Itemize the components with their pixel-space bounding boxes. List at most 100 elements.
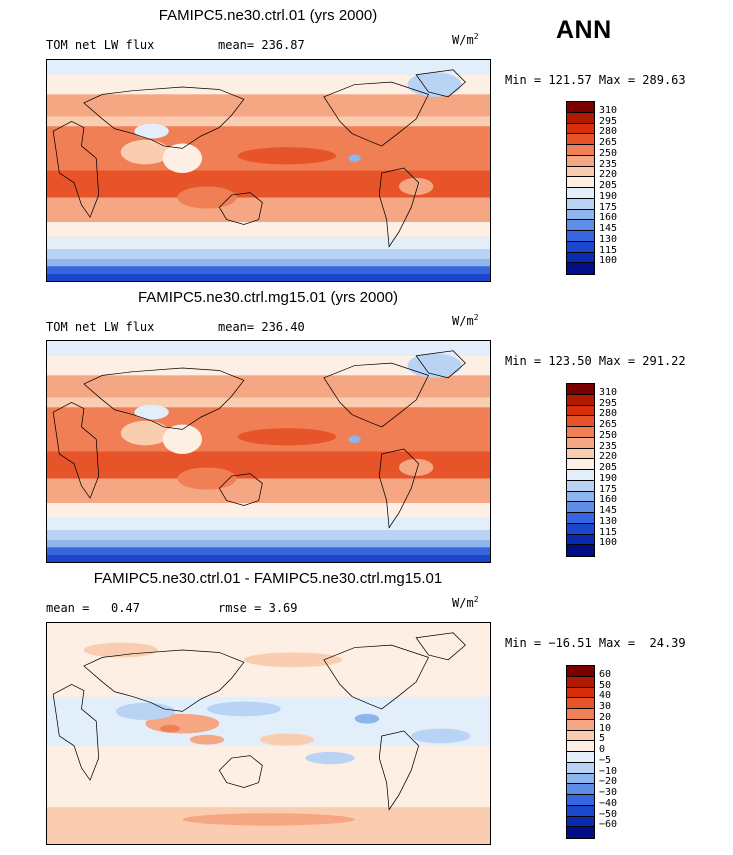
panel-2-colorbar-ticks: 310 295 280 265 250 235 220 205 190 175 160 145 130 1… [599,383,639,555]
panel-2-colorbar [566,383,595,557]
panel-3-mean: mean = 0.47 [46,601,140,615]
colorbar-swatch [567,730,594,742]
panel-3-stat-label: rmse = [218,601,262,615]
colorbar-tick-label: 30 [599,701,612,712]
colorbar-swatch [567,252,594,264]
colorbar-swatch [567,470,594,481]
panel-1-map-svg [47,60,490,281]
colorbar-swatch [567,241,594,253]
colorbar-swatch [567,741,594,752]
colorbar-swatch [567,188,594,199]
colorbar-swatch [567,491,594,503]
panel-3-map-svg [47,623,490,844]
colorbar-swatch [567,816,594,828]
panel-1-title: FAMIPC5.ne30.ctrl.01 (yrs 2000) [158,7,378,24]
colorbar-swatch [567,545,594,556]
colorbar-swatch [567,698,594,709]
colorbar-tick-label: 40 [599,690,612,702]
colorbar-tick-label: 205 [599,462,618,473]
panel-1-stat-label: mean= [218,38,255,52]
panel-1-map [46,59,491,282]
panel-1-stat: mean= 236.87 [218,38,305,52]
colorbar-swatch [567,666,594,677]
colorbar-tick-label: 175 [599,201,618,213]
panel-3-stat-value: 3.69 [268,601,298,615]
panel-3-minmax: Min = −16.51 Max = 24.39 [505,636,686,650]
colorbar-tick-label: −60 [599,819,618,831]
colorbar-swatch [567,827,594,838]
colorbar-tick-label: 60 [599,668,612,680]
colorbar-tick-label: 100 [599,255,618,267]
colorbar-swatch [567,773,594,785]
colorbar-swatch [567,534,594,546]
colorbar-swatch [567,102,594,113]
colorbar-swatch [567,784,594,795]
colorbar-swatch [567,513,594,524]
colorbar-swatch [567,394,594,406]
colorbar-swatch [567,405,594,417]
colorbar-swatch [567,220,594,231]
colorbar-tick-label: 250 [599,429,618,441]
panel-2-title: FAMIPC5.ne30.ctrl.mg15.01 (yrs 2000) [137,289,399,306]
panel-2-map [46,340,491,563]
colorbar-swatch [567,676,594,688]
colorbar-tick-label: 175 [599,483,618,495]
colorbar-swatch [567,112,594,124]
panel-3-units: W/m2 [452,595,479,610]
colorbar-tick-label: 130 [599,233,618,245]
panel-2-units: W/m2 [452,313,479,328]
panel-3-colorbar-ticks: 60 50 40 30 20 10 5 0 −5 −10 −20 −30 −40 −50 −60 [599,665,639,837]
panel-1-colorbar [566,101,595,275]
colorbar-tick-label: 265 [599,419,618,430]
colorbar-tick-label: 115 [599,244,618,256]
colorbar-tick-label: 295 [599,115,618,127]
colorbar-swatch [567,523,594,535]
panel-2-stat-value: 236.40 [261,320,305,334]
colorbar-swatch [567,687,594,699]
colorbar-swatch [567,719,594,731]
colorbar-tick-label: 265 [599,137,618,148]
panel-1-minmax: Min = 121.57 Max = 289.63 [505,73,686,87]
panel-3-title: FAMIPC5.ne30.ctrl.01 - FAMIPC5.ne30.ctrl… [93,570,443,587]
colorbar-tick-label: 280 [599,126,618,138]
colorbar-tick-label: 130 [599,515,618,527]
colorbar-swatch [567,416,594,427]
colorbar-swatch [567,123,594,135]
colorbar-tick-label: −50 [599,808,618,820]
colorbar-tick-label: 145 [599,223,618,234]
colorbar-swatch [567,805,594,817]
colorbar-swatch [567,263,594,274]
colorbar-swatch [567,209,594,221]
colorbar-tick-label: 5 [599,733,606,745]
colorbar-tick-label: 310 [599,386,618,398]
colorbar-tick-label: −10 [599,765,618,777]
colorbar-tick-label: 160 [599,212,618,224]
colorbar-swatch [567,231,594,242]
colorbar-tick-label: 100 [599,537,618,549]
colorbar-tick-label: −5 [599,754,612,766]
panel-2-field-label: TOM net LW flux [46,320,155,334]
colorbar-swatch [567,145,594,156]
colorbar-tick-label: −40 [599,797,618,809]
colorbar-tick-label: 115 [599,526,618,538]
colorbar-swatch [567,502,594,513]
panel-1-stat-value: 236.87 [261,38,305,52]
colorbar-swatch [567,384,594,395]
colorbar-tick-label: 160 [599,494,618,506]
colorbar-swatch [567,459,594,470]
colorbar-tick-label: 235 [599,440,618,452]
colorbar-swatch [567,480,594,492]
panel-3-map [46,622,491,845]
panel-2-minmax: Min = 123.50 Max = 291.22 [505,354,686,368]
colorbar-swatch [567,795,594,806]
colorbar-swatch [567,709,594,720]
colorbar-tick-label: 190 [599,190,618,202]
colorbar-tick-label: −30 [599,787,618,798]
colorbar-swatch [567,166,594,178]
panel-2-map-svg [47,341,490,562]
colorbar-tick-label: 190 [599,472,618,484]
panel-1-field-label: TOM net LW flux [46,38,155,52]
season-label: ANN [556,16,612,44]
colorbar-swatch [567,448,594,460]
colorbar-tick-label: 0 [599,744,606,755]
